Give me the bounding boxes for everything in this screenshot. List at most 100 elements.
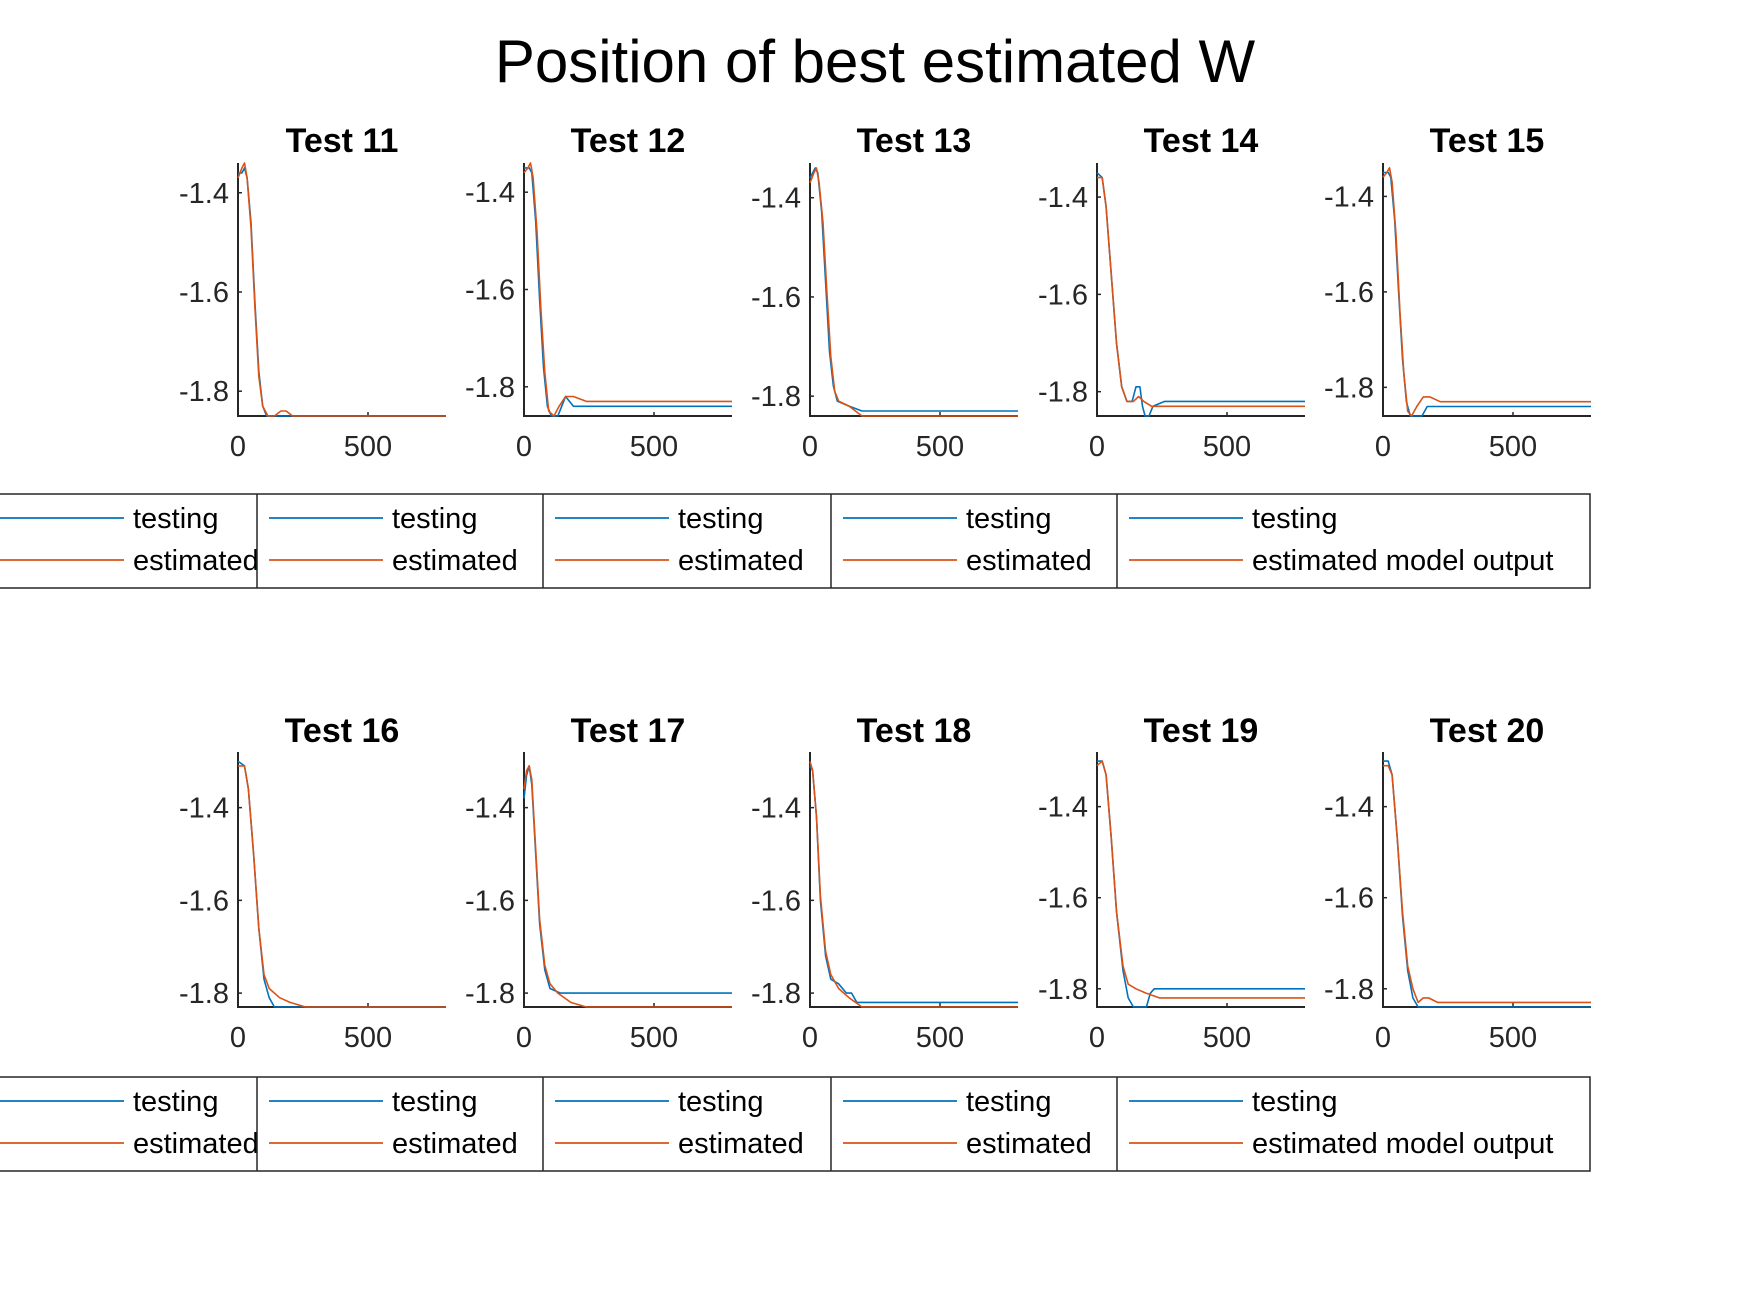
y-tick-label: -1.8	[751, 978, 801, 1010]
subplot-title: Test 11	[286, 122, 399, 160]
legends: testing estimated testing estimated testing e…	[0, 493, 1591, 1172]
y-tick-label: -1.6	[1324, 277, 1374, 309]
legend-label-testing: testing	[392, 503, 477, 535]
series-line-estimated	[1382, 167, 1591, 417]
y-tick-label: -1.8	[1038, 974, 1088, 1006]
series-line-estimated	[523, 162, 732, 417]
axis-lines	[1382, 752, 1591, 1008]
x-tick-label: 500	[630, 1022, 678, 1054]
series-line-testing	[1097, 760, 1305, 1008]
legend-row-1: testing estimated testing estimated testing e…	[0, 493, 1591, 589]
y-tick-label: -1.8	[1038, 377, 1088, 409]
x-tick-label: 0	[1375, 1022, 1391, 1054]
series-line-testing	[1096, 172, 1305, 417]
x-tick-label: 0	[230, 431, 246, 463]
legend-label-estimated: estimated	[133, 545, 259, 577]
subplot-title: Test 13	[857, 122, 972, 160]
x-tick-label: 500	[1203, 1022, 1251, 1054]
x-tick-label: 500	[344, 431, 392, 463]
subplot-title: Test 16	[285, 712, 400, 750]
subplot-title: Test 19	[1144, 712, 1259, 750]
subplot-1: Test 11 -1.4 -1.6 -1.80 500	[179, 122, 446, 463]
x-tick-label: 500	[916, 431, 964, 463]
y-tick-label: -1.8	[1324, 974, 1374, 1006]
axis-lines	[237, 163, 446, 417]
legend-label-estimated: estimated	[678, 545, 804, 577]
y-tick-label: -1.4	[179, 793, 229, 825]
axis-lines	[523, 752, 732, 1008]
series-line-testing	[809, 765, 1018, 1004]
subplot-4: Test 14 -1.4 -1.6 -1.80 500	[1038, 122, 1305, 463]
y-tick-label: -1.4	[751, 793, 801, 825]
subplot-2: Test 12 -1.4 -1.6 -1.80 500	[465, 122, 732, 463]
x-tick-label: 500	[1489, 431, 1537, 463]
y-tick-label: -1.6	[465, 885, 515, 917]
legend-label-testing: testing	[678, 503, 763, 535]
subplot-title: Test 18	[857, 712, 972, 750]
series-line-testing	[237, 760, 446, 1008]
series-line-testing	[1383, 171, 1591, 417]
legend-row-2: testing estimated testing estimated testing e…	[0, 1076, 1591, 1172]
subplot-title: Test 12	[571, 122, 686, 160]
series-line-estimated	[523, 765, 732, 1008]
series-line-testing	[809, 167, 1018, 412]
legend-label-estimated: estimated	[392, 545, 518, 577]
axis-lines	[1096, 163, 1305, 417]
subplot-title: Test 17	[571, 712, 686, 750]
axis-lines	[523, 163, 732, 417]
legend-label-testing: testing	[678, 1086, 763, 1118]
x-tick-label: 500	[344, 1022, 392, 1054]
y-tick-label: -1.6	[1038, 279, 1088, 311]
legend-label-testing: testing	[966, 503, 1051, 535]
subplot-title: Test 14	[1144, 122, 1259, 160]
subplot-7: Test 17 -1.4 -1.6 -1.80 500	[465, 712, 732, 1054]
y-tick-label: -1.6	[465, 275, 515, 307]
y-tick-label: -1.4	[465, 177, 515, 209]
x-tick-label: 0	[1375, 431, 1391, 463]
axis-lines	[1096, 752, 1305, 1008]
axis-lines	[237, 752, 446, 1008]
x-tick-label: 500	[1489, 1022, 1537, 1054]
y-tick-label: -1.4	[1038, 792, 1088, 824]
series-line-estimated	[238, 765, 446, 1008]
legend-label-estimated: estimated	[966, 545, 1092, 577]
y-tick-label: -1.4	[465, 793, 515, 825]
legend-label-testing: testing	[1252, 1086, 1337, 1118]
legend-box	[0, 1076, 1591, 1172]
legend-label-estimated: estimated	[966, 1128, 1092, 1160]
x-tick-label: 0	[802, 431, 818, 463]
legend-label-testing: testing	[392, 1086, 477, 1118]
x-tick-label: 0	[1089, 431, 1105, 463]
legend-box	[0, 493, 1591, 589]
series-line-estimated	[809, 167, 1018, 417]
y-tick-label: -1.6	[179, 277, 229, 309]
series-line-estimated	[1097, 176, 1305, 408]
subplot-6: Test 16 -1.4 -1.6 -1.80 500	[179, 712, 446, 1054]
x-tick-label: 500	[1203, 431, 1251, 463]
y-tick-label: -1.8	[179, 978, 229, 1010]
y-tick-label: -1.6	[1038, 883, 1088, 915]
series-line-testing	[238, 167, 446, 417]
y-tick-label: -1.8	[751, 381, 801, 413]
y-tick-label: -1.6	[751, 885, 801, 917]
y-tick-label: -1.8	[179, 376, 229, 408]
y-tick-label: -1.6	[1324, 883, 1374, 915]
subplot-10: Test 20 -1.4 -1.6 -1.80 500	[1324, 712, 1591, 1054]
axis-lines	[1382, 163, 1591, 417]
x-tick-label: 0	[516, 431, 532, 463]
subplot-9: Test 19 -1.4 -1.6 -1.80 500	[1038, 712, 1305, 1054]
series-line-estimated	[1096, 760, 1305, 999]
y-tick-label: -1.6	[179, 885, 229, 917]
y-tick-label: -1.8	[465, 372, 515, 404]
legend-label-testing: testing	[133, 503, 218, 535]
subplot-title: Test 15	[1430, 122, 1545, 160]
y-tick-label: -1.8	[1324, 372, 1374, 404]
y-tick-label: -1.4	[1324, 792, 1374, 824]
y-tick-label: -1.4	[179, 178, 229, 210]
subplot-5: Test 15 -1.4 -1.6 -1.80 500	[1324, 122, 1591, 463]
legend-label-testing: testing	[1252, 503, 1337, 535]
axis-lines	[809, 163, 1018, 417]
axis-lines	[809, 752, 1018, 1008]
